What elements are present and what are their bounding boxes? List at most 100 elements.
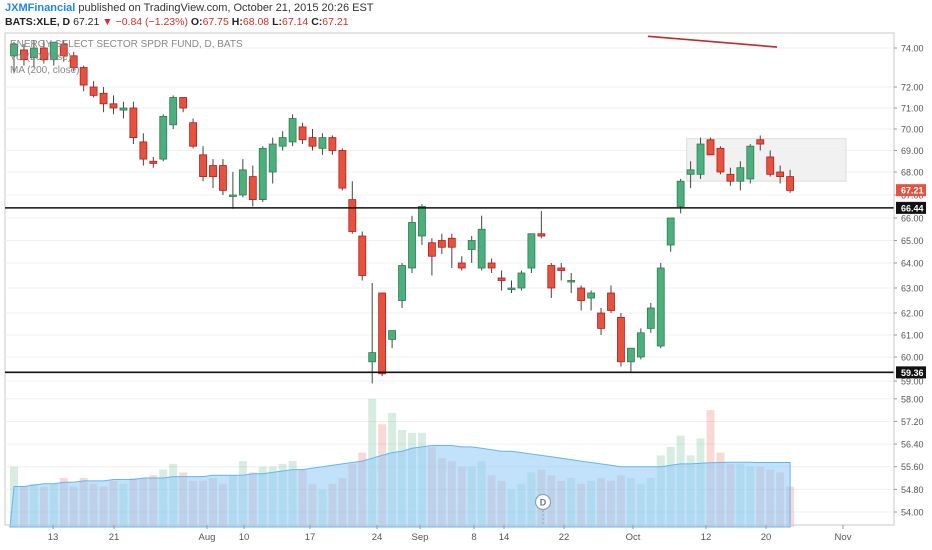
candle-body	[457, 262, 466, 269]
candle-body	[358, 235, 367, 276]
y-tick-label: 71.00	[901, 104, 924, 114]
candle-body	[29, 47, 38, 59]
x-tick-label: 22	[559, 532, 570, 543]
price-tag	[896, 184, 926, 197]
candle-body	[567, 280, 576, 283]
candle-body	[726, 173, 735, 182]
published-text: published on TradingView.com, October 21…	[75, 2, 374, 14]
y-tick-label: 62.00	[901, 309, 924, 319]
candle-body	[10, 43, 18, 57]
candle-body	[159, 116, 168, 160]
candle-body	[398, 265, 406, 301]
close-label: C:	[311, 16, 323, 28]
y-tick-label: 56.40	[901, 440, 924, 450]
price-tag-label: 66.44	[901, 203, 924, 213]
y-tick-label: 59.00	[901, 377, 924, 387]
candle-body	[119, 107, 128, 111]
y-tick-label: 69.00	[901, 146, 924, 156]
candle-body	[617, 316, 625, 363]
price-tag	[896, 201, 926, 214]
low-value: 67.14	[281, 16, 309, 28]
x-tick-label: Aug	[199, 532, 216, 543]
y-tick-label: 60.00	[901, 353, 924, 363]
publish-info: JXMFinancial published on TradingView.co…	[5, 2, 374, 14]
dividend-marker-icon	[534, 493, 552, 511]
candle-body	[636, 332, 645, 358]
publisher-link[interactable]: JXMFinancial	[5, 2, 76, 14]
candle-body	[109, 103, 118, 109]
candle-body	[537, 233, 546, 237]
candle-body	[696, 143, 705, 175]
ohlc-info: BATS:XLE, D 67.21 ▼ −0.84 (−1.23%) O: 67.…	[5, 16, 349, 28]
candle-body	[756, 139, 765, 145]
last-price: 67.21	[73, 16, 100, 28]
dividend-marker-label: D	[540, 498, 547, 508]
candle-body	[149, 160, 158, 164]
open-label: O:	[190, 16, 203, 28]
candle-body	[328, 137, 337, 151]
candle-body	[179, 97, 188, 109]
candle-body	[676, 180, 685, 207]
candle-body	[139, 141, 148, 160]
candle-body	[627, 347, 635, 363]
y-tick-label: 68.00	[901, 168, 924, 178]
candle-body	[408, 222, 416, 269]
price-tag	[896, 366, 926, 379]
y-tick-label: 54.00	[901, 508, 924, 518]
candle-body	[577, 287, 586, 301]
candle-body	[607, 292, 615, 311]
candle-body	[298, 126, 307, 141]
candle-body	[209, 165, 217, 178]
candle-body	[199, 154, 207, 178]
candle-body	[447, 237, 456, 248]
y-tick-label: 55.60	[901, 462, 924, 472]
candle-body	[219, 165, 227, 191]
y-tick-label: 61.00	[901, 331, 924, 341]
candle-body	[318, 137, 327, 149]
candle-body	[766, 156, 775, 175]
candle-body	[39, 47, 48, 61]
candle-body	[238, 169, 247, 196]
change-value: ▼ −0.84 (−1.23%)	[102, 16, 188, 28]
candle-body	[418, 206, 426, 237]
y-tick-label: 58.00	[901, 394, 924, 404]
y-tick-label: 54.80	[901, 485, 924, 495]
candle-body	[656, 267, 665, 347]
candle-body	[189, 122, 198, 147]
volume-ma-area	[9, 445, 791, 528]
candle-body	[288, 118, 297, 143]
candle-body	[716, 147, 725, 173]
candle-body	[99, 92, 108, 105]
low-label: L:	[272, 16, 282, 28]
legend-volume[interactable]: Vol (20, false)	[10, 52, 72, 63]
candle-body	[706, 139, 715, 156]
candle-body	[427, 242, 436, 257]
candle-body	[338, 150, 347, 189]
candle-body	[49, 41, 58, 61]
legend-ma[interactable]: MA (200, close)	[10, 65, 80, 76]
candle-body	[59, 43, 68, 57]
candle-body	[587, 292, 595, 299]
candle-body	[776, 171, 785, 177]
candle-body	[437, 240, 446, 248]
plot-area	[4, 32, 895, 526]
price-tag-label: 59.36	[901, 368, 924, 378]
x-tick-label: 17	[305, 532, 316, 543]
candle-body	[666, 217, 675, 246]
candle-body	[646, 307, 655, 329]
x-tick-label: 24	[372, 532, 383, 543]
candle-body	[79, 67, 88, 86]
x-tick-label: 8	[471, 532, 476, 543]
y-tick-label: 72.00	[901, 83, 924, 93]
candle-body	[487, 262, 496, 269]
candle-body	[686, 169, 695, 175]
candle-body	[169, 97, 178, 126]
candle-body	[497, 277, 506, 281]
x-tick-label: 20	[761, 532, 772, 543]
symbol-label: BATS:XLE, D	[5, 16, 71, 28]
y-tick-label: 63.00	[901, 284, 924, 294]
legend-title: ENERGY SELECT SECTOR SPDR FUND, D, BATS	[10, 39, 243, 50]
x-tick-label: Nov	[835, 532, 852, 543]
candle-body	[129, 107, 138, 139]
